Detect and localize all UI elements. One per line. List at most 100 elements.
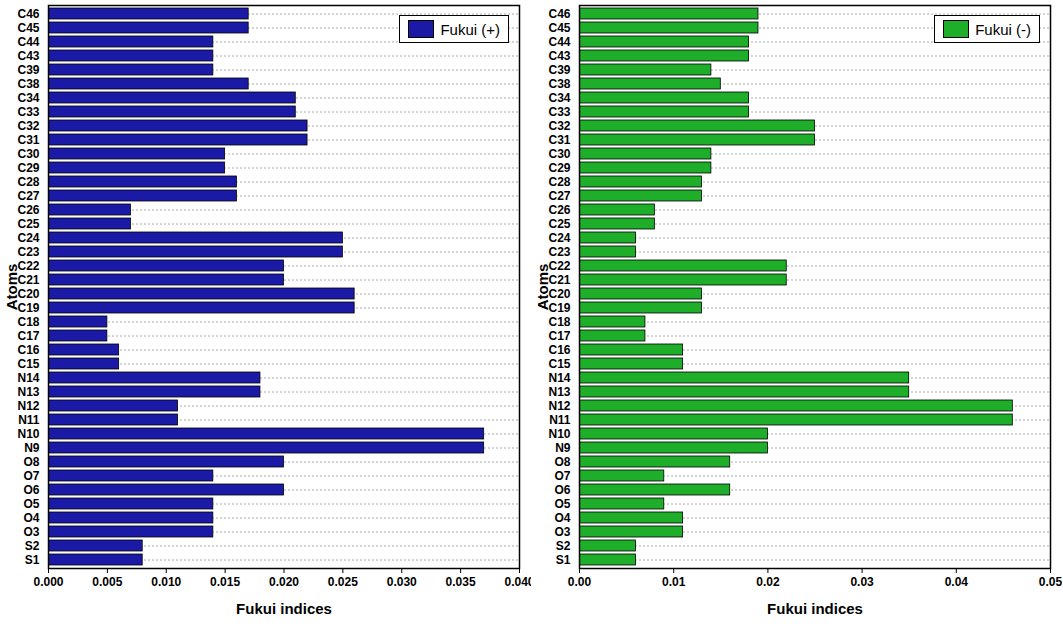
svg-text:0.025: 0.025 [328,575,358,589]
svg-text:C34: C34 [17,91,39,105]
svg-text:S2: S2 [556,539,571,553]
svg-text:C33: C33 [17,105,39,119]
svg-text:C46: C46 [17,7,39,21]
svg-text:O3: O3 [23,525,39,539]
svg-text:Atoms: Atoms [3,264,20,311]
svg-text:C46: C46 [548,7,570,21]
svg-text:Atoms: Atoms [534,264,551,311]
svg-text:C15: C15 [548,357,570,371]
svg-text:N9: N9 [555,441,571,455]
svg-text:C26: C26 [548,203,570,217]
svg-text:N11: N11 [18,413,40,427]
svg-text:C25: C25 [17,217,39,231]
svg-text:0.010: 0.010 [151,575,181,589]
svg-text:O8: O8 [554,455,570,469]
svg-text:N12: N12 [548,399,570,413]
svg-text:C27: C27 [548,189,570,203]
svg-text:C21: C21 [17,273,39,287]
svg-text:C45: C45 [17,21,39,35]
svg-text:0.020: 0.020 [269,575,299,589]
svg-text:Fukui indices: Fukui indices [236,600,332,617]
svg-text:N13: N13 [17,385,39,399]
svg-text:C38: C38 [17,77,39,91]
svg-text:C29: C29 [17,161,39,175]
svg-text:C19: C19 [548,301,570,315]
svg-text:C22: C22 [17,259,39,273]
svg-text:C18: C18 [17,315,39,329]
svg-text:C25: C25 [548,217,570,231]
svg-text:C30: C30 [548,147,570,161]
svg-text:C23: C23 [17,245,39,259]
svg-text:C22: C22 [548,259,570,273]
svg-text:C17: C17 [548,329,570,343]
svg-text:O8: O8 [23,455,39,469]
svg-text:C32: C32 [548,119,570,133]
svg-text:S1: S1 [556,553,571,567]
svg-text:C38: C38 [548,77,570,91]
svg-text:C20: C20 [17,287,39,301]
svg-text:0.035: 0.035 [446,575,476,589]
svg-text:C26: C26 [17,203,39,217]
svg-text:C18: C18 [548,315,570,329]
svg-text:C34: C34 [548,91,570,105]
svg-text:C27: C27 [17,189,39,203]
svg-text:N11: N11 [549,413,571,427]
svg-text:C21: C21 [548,273,570,287]
svg-text:C31: C31 [17,133,39,147]
svg-text:C31: C31 [548,133,570,147]
svg-text:O5: O5 [554,497,570,511]
svg-text:0.005: 0.005 [92,575,122,589]
svg-text:S2: S2 [25,539,40,553]
svg-text:0.00: 0.00 [568,575,592,589]
svg-text:C43: C43 [17,49,39,63]
svg-text:O6: O6 [23,483,39,497]
svg-text:N13: N13 [548,385,570,399]
svg-text:C24: C24 [17,231,39,245]
svg-text:N14: N14 [17,371,39,385]
svg-text:0.000: 0.000 [33,575,63,589]
svg-text:Fukui indices: Fukui indices [767,600,863,617]
svg-text:C44: C44 [548,35,570,49]
svg-text:N12: N12 [17,399,39,413]
svg-text:C43: C43 [548,49,570,63]
svg-text:C30: C30 [17,147,39,161]
svg-text:N9: N9 [24,441,40,455]
svg-text:O7: O7 [23,469,39,483]
svg-text:0.02: 0.02 [756,575,780,589]
svg-text:0.015: 0.015 [210,575,240,589]
svg-text:O3: O3 [554,525,570,539]
svg-text:C44: C44 [17,35,39,49]
svg-text:C28: C28 [548,175,570,189]
html-text:Fukui (+): Fukui (+) [440,20,500,38]
svg-text:0.040: 0.040 [504,575,531,589]
svg-text:O5: O5 [23,497,39,511]
svg-text:0.01: 0.01 [662,575,686,589]
svg-text:S1: S1 [25,553,40,567]
svg-text:O7: O7 [554,469,570,483]
svg-text:C39: C39 [17,63,39,77]
svg-text:O4: O4 [554,511,570,525]
svg-text:N10: N10 [548,427,570,441]
svg-text:N10: N10 [17,427,39,441]
svg-text:0.04: 0.04 [945,575,969,589]
svg-text:C23: C23 [548,245,570,259]
svg-text:0.030: 0.030 [387,575,417,589]
svg-text:C24: C24 [548,231,570,245]
svg-text:0.05: 0.05 [1039,575,1062,589]
svg-text:N14: N14 [548,371,570,385]
svg-text:0.03: 0.03 [850,575,874,589]
svg-text:C19: C19 [17,301,39,315]
svg-text:C39: C39 [548,63,570,77]
svg-text:O4: O4 [23,511,39,525]
svg-text:C20: C20 [548,287,570,301]
svg-text:C29: C29 [548,161,570,175]
svg-text:C17: C17 [17,329,39,343]
svg-text:C15: C15 [17,357,39,371]
svg-text:C45: C45 [548,21,570,35]
svg-text:C28: C28 [17,175,39,189]
svg-text:C16: C16 [17,343,39,357]
svg-text:C33: C33 [548,105,570,119]
svg-text:C32: C32 [17,119,39,133]
svg-text:O6: O6 [554,483,570,497]
svg-text:C16: C16 [548,343,570,357]
